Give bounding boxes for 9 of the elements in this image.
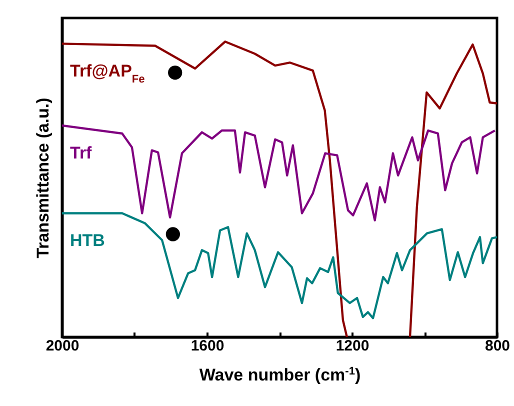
series-label: Trf@AP$_{Fe}$	[70, 62, 145, 86]
x-tick-label: 800	[484, 338, 510, 354]
x-tick-label: 1200	[336, 338, 370, 354]
y-axis-title: Transmittance (a.u.)	[34, 98, 52, 258]
series-label: Trf	[70, 144, 92, 163]
x-tick-label: 2000	[46, 338, 80, 354]
series-label: HTB	[70, 231, 105, 250]
x-tick-label: 1600	[190, 338, 224, 354]
x-axis-title: Wave number (cm$^{-1}$)	[199, 366, 361, 384]
